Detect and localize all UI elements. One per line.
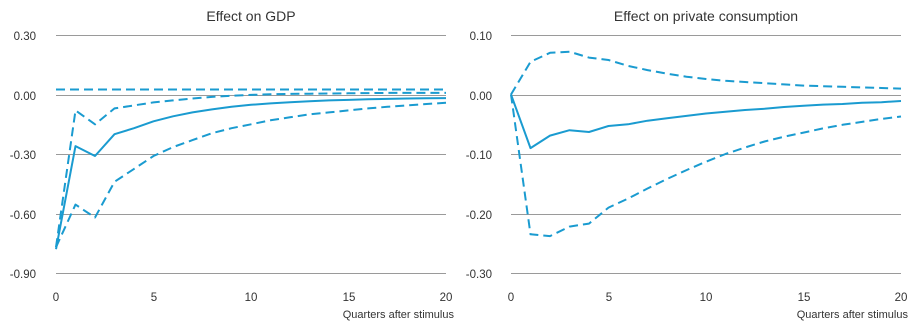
x-tick-label: 15: [798, 292, 811, 304]
private-consumption-effect-chart: Effect on private consumption 0.10 0.00 …: [466, 8, 909, 321]
x-tick-label: 5: [151, 292, 157, 304]
y-tick-label: -0.30: [10, 150, 36, 162]
y-axis-ticks: 0.10 0.00 -0.10 -0.20 -0.30: [466, 31, 492, 281]
series-lines: [510, 50, 902, 238]
x-tick-label: 20: [440, 292, 453, 304]
y-tick-label: 0.10: [470, 31, 492, 43]
x-tick-label: 10: [245, 292, 258, 304]
y-tick-label: -0.60: [10, 210, 36, 222]
x-tick-label: 0: [53, 292, 59, 304]
x-tick-label: 20: [895, 292, 908, 304]
y-tick-label: -0.10: [466, 150, 492, 162]
confidence-band-line: [510, 50, 902, 96]
x-tick-label: 5: [606, 292, 612, 304]
gridlines: [511, 35, 901, 274]
y-tick-label: 0.30: [14, 31, 36, 43]
gridlines: [56, 35, 446, 274]
median-response-line: [55, 97, 447, 250]
y-tick-label: 0.00: [470, 91, 492, 103]
y-tick-label: -0.20: [466, 210, 492, 222]
y-axis-ticks: 0.30 0.00 -0.30 -0.60 -0.90: [10, 31, 36, 281]
y-tick-label: -0.90: [10, 269, 36, 281]
x-axis-ticks: 0 5 10 15 20: [508, 292, 908, 304]
confidence-band-line: [55, 91, 446, 248]
x-tick-label: 0: [508, 292, 514, 304]
x-tick-label: 15: [343, 292, 356, 304]
y-tick-label: 0.00: [14, 91, 36, 103]
confidence-band-line: [55, 101, 447, 248]
median-response-line: [510, 94, 902, 150]
x-axis-label: Quarters after stimulus: [797, 309, 909, 321]
gdp-effect-chart: Effect on GDP 0.30 0.00 -0.30 -0.60 -0.9…: [10, 8, 455, 321]
y-tick-label: -0.30: [466, 269, 492, 281]
chart-title: Effect on private consumption: [614, 8, 798, 24]
x-tick-label: 10: [700, 292, 713, 304]
x-axis-label: Quarters after stimulus: [343, 309, 455, 321]
x-axis-ticks: 0 5 10 15 20: [53, 292, 453, 304]
confidence-band-line: [510, 94, 902, 238]
chart-title: Effect on GDP: [206, 8, 295, 24]
series-lines: [55, 88, 447, 250]
